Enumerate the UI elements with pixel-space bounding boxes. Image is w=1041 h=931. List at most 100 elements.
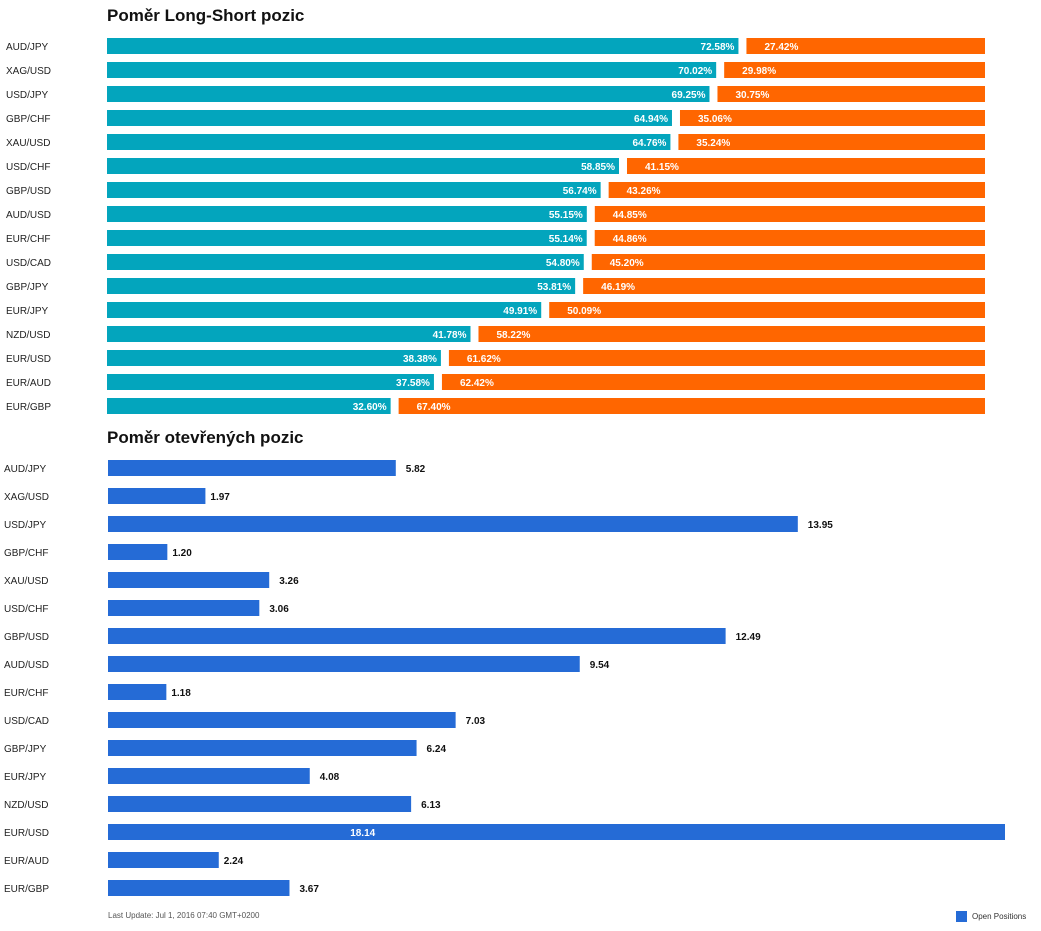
long-value-label: 69.25% [672, 90, 706, 101]
long-bar [107, 206, 587, 222]
short-bar [608, 182, 985, 198]
short-bar [746, 38, 985, 54]
short-value-label: 35.06% [698, 114, 732, 125]
open-positions-bar [108, 768, 310, 784]
open-positions-bar [108, 824, 1005, 840]
ls-category-label: EUR/CHF [6, 234, 50, 245]
open-value-label: 3.26 [279, 576, 299, 587]
long-value-label: 54.80% [546, 258, 580, 269]
op-category-label: XAU/USD [4, 576, 48, 587]
ls-category-label: EUR/JPY [6, 306, 49, 317]
op-category-label: EUR/JPY [4, 772, 47, 783]
op-category-label: EUR/GBP [4, 884, 49, 895]
legend-swatch [956, 911, 967, 922]
open-positions-bar [108, 460, 396, 476]
ls-category-label: EUR/GBP [6, 402, 51, 413]
open-value-label: 1.97 [210, 492, 230, 503]
open-value-label: 6.13 [421, 800, 441, 811]
short-bar [441, 374, 985, 390]
long-value-label: 37.58% [396, 378, 430, 389]
op-category-label: USD/JPY [4, 520, 47, 531]
op-category-label: GBP/CHF [4, 548, 48, 559]
short-value-label: 29.98% [742, 66, 776, 77]
open-value-label: 5.82 [406, 464, 426, 475]
ls-category-label: AUD/JPY [6, 42, 49, 53]
op-category-label: EUR/CHF [4, 688, 48, 699]
long-value-label: 32.60% [353, 402, 387, 413]
open-positions-bar [108, 516, 798, 532]
long-value-label: 38.38% [403, 354, 437, 365]
short-value-label: 62.42% [460, 378, 494, 389]
ls-category-label: USD/JPY [6, 90, 49, 101]
long-bar [107, 134, 671, 150]
open-positions-bar [108, 656, 580, 672]
ls-category-label: EUR/USD [6, 354, 51, 365]
long-value-label: 55.14% [549, 234, 583, 245]
op-category-label: AUD/USD [4, 660, 49, 671]
op-category-label: AUD/JPY [4, 464, 47, 475]
open-positions-bar [108, 796, 412, 812]
long-value-label: 41.78% [433, 330, 467, 341]
ls-category-label: NZD/USD [6, 330, 50, 341]
open-value-label: 7.03 [466, 716, 486, 727]
long-value-label: 64.76% [632, 138, 666, 149]
short-bar [717, 86, 985, 102]
short-value-label: 46.19% [601, 282, 635, 293]
long-bar [107, 110, 672, 126]
ls-category-label: XAG/USD [6, 66, 51, 77]
ls-category-label: USD/CHF [6, 162, 50, 173]
short-value-label: 27.42% [764, 42, 798, 53]
open-value-label: 3.06 [269, 604, 289, 615]
long-short-chart-title: Poměr Long-Short pozic [107, 6, 305, 25]
op-category-label: EUR/AUD [4, 856, 49, 867]
ls-category-label: XAU/USD [6, 138, 50, 149]
long-value-label: 56.74% [563, 186, 597, 197]
long-bar [107, 254, 584, 270]
open-value-label: 6.24 [427, 744, 447, 755]
open-value-label: 12.49 [736, 632, 761, 643]
ls-category-label: AUD/USD [6, 210, 51, 221]
short-value-label: 61.62% [467, 354, 501, 365]
op-category-label: GBP/USD [4, 632, 49, 643]
ls-category-label: GBP/USD [6, 186, 51, 197]
long-bar [107, 86, 710, 102]
short-value-label: 41.15% [645, 162, 679, 173]
op-category-label: USD/CAD [4, 716, 49, 727]
open-positions-bar [108, 740, 417, 756]
short-bar [398, 398, 985, 414]
open-positions-bar [108, 544, 168, 560]
short-bar [724, 62, 985, 78]
long-bar [107, 326, 471, 342]
open-value-label: 3.67 [299, 884, 319, 895]
open-value-label: 1.20 [172, 548, 192, 559]
short-bar [549, 302, 985, 318]
legend-label: Open Positions [972, 912, 1027, 921]
long-value-label: 72.58% [701, 42, 735, 53]
long-value-label: 49.91% [503, 306, 537, 317]
long-bar [107, 182, 601, 198]
long-bar [107, 158, 619, 174]
short-bar [591, 254, 985, 270]
open-value-label: 13.95 [808, 520, 833, 531]
long-bar [107, 398, 391, 414]
open-value-label: 4.08 [320, 772, 340, 783]
op-category-label: NZD/USD [4, 800, 48, 811]
open-positions-bar [108, 712, 456, 728]
short-bar [583, 278, 985, 294]
short-value-label: 50.09% [567, 306, 601, 317]
long-bar [107, 38, 739, 54]
short-value-label: 58.22% [496, 330, 530, 341]
open-positions-chart-title: Poměr otevřených pozic [107, 428, 304, 447]
long-bar [107, 374, 434, 390]
ls-category-label: GBP/JPY [6, 282, 49, 293]
long-value-label: 64.94% [634, 114, 668, 125]
op-category-label: GBP/JPY [4, 744, 47, 755]
open-positions-bar [108, 488, 206, 504]
open-positions-bar [108, 880, 290, 896]
open-positions-bar [108, 628, 726, 644]
long-value-label: 53.81% [537, 282, 571, 293]
long-bar [107, 278, 576, 294]
long-value-label: 55.15% [549, 210, 583, 221]
op-category-label: EUR/USD [4, 828, 49, 839]
long-value-label: 70.02% [678, 66, 712, 77]
